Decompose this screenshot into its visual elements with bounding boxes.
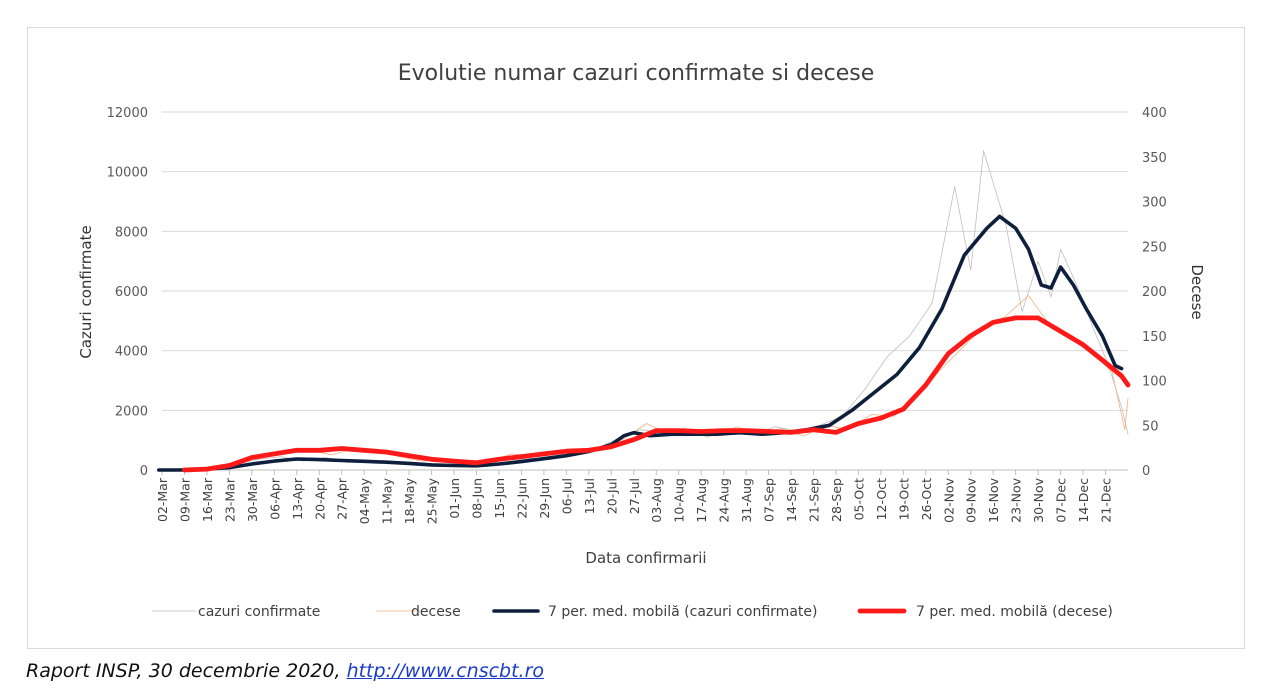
- x-axis-label: Data confirmarii: [585, 549, 706, 567]
- series-line-3: [157, 214, 1124, 472]
- x-tick-label: 15-Jun: [492, 478, 507, 519]
- x-tick-label: 31-Aug: [739, 478, 754, 523]
- x-tick-label: 23-Mar: [222, 477, 237, 522]
- x-tick-label: 14-Dec: [1076, 478, 1091, 523]
- y-tick-label: 12000: [107, 106, 148, 121]
- x-tick-label: 21-Sep: [806, 478, 821, 522]
- x-tick-label: 13-Jul: [582, 478, 597, 514]
- legend-label-1: cazuri confirmate: [198, 604, 320, 620]
- y2-tick-label: 150: [1142, 330, 1167, 345]
- x-axis-ticks: 02-Mar 09-Mar 16-Mar 23-Mar 30-Mar 06-Apr 13-A…: [155, 470, 1114, 524]
- y2-axis-ticks: 0 50 100 150 200 250 300 350 400: [1142, 106, 1167, 479]
- x-tick-label: 28-Sep: [829, 478, 844, 522]
- x-tick-label: 13-Apr: [290, 477, 305, 520]
- caption-link[interactable]: http://www.cnscbt.ro: [346, 660, 545, 682]
- legend-label-3: 7 per. med. mobilă (cazuri confirmate): [548, 604, 817, 620]
- x-tick-label: 02-Nov: [941, 477, 956, 522]
- y2-tick-label: 400: [1142, 106, 1167, 121]
- x-tick-label: 16-Nov: [986, 477, 1001, 522]
- y2-tick-label: 300: [1142, 196, 1167, 211]
- caption: Raport INSP, 30 decembrie 2020, http://w…: [26, 660, 544, 682]
- x-tick-label: 30-Nov: [1031, 477, 1046, 522]
- x-tick-label: 10-Aug: [672, 478, 687, 523]
- y-axis-ticks: 0 2000 4000 6000 8000 10000 12000: [107, 106, 148, 479]
- gridlines: [162, 111, 1128, 471]
- y2-tick-label: 50: [1142, 419, 1159, 434]
- x-tick-label: 27-Apr: [335, 477, 350, 520]
- x-tick-label: 24-Aug: [717, 478, 732, 523]
- series-line-4: [182, 315, 1131, 473]
- x-tick-label: 20-Apr: [312, 477, 327, 520]
- x-tick-label: 06-Jul: [559, 478, 574, 514]
- chart-frame: [27, 27, 1245, 649]
- y-axis-label: Cazuri confirmate: [77, 225, 95, 358]
- series-line-2: [161, 295, 1129, 471]
- x-tick-label: 17-Aug: [694, 478, 709, 523]
- x-tick-label: 09-Mar: [177, 477, 192, 522]
- series-line-1: [161, 150, 1129, 471]
- x-tick-label: 05-Oct: [851, 478, 866, 520]
- x-tick-label: 16-Mar: [200, 477, 215, 522]
- legend: cazuri confirmate decese 7 per. med. mobil…: [151, 604, 1113, 620]
- x-tick-label: 26-Oct: [919, 478, 934, 520]
- x-tick-label: 14-Sep: [784, 478, 799, 522]
- x-tick-label: 09-Nov: [964, 477, 979, 522]
- y-tick-label: 8000: [115, 225, 148, 240]
- x-tick-label: 19-Oct: [896, 478, 911, 520]
- y-tick-label: 4000: [115, 345, 148, 360]
- y2-tick-label: 250: [1142, 240, 1167, 255]
- x-tick-label: 11-May: [380, 477, 395, 524]
- y2-axis-label: Decese: [1188, 264, 1206, 319]
- y-tick-label: 0: [140, 464, 148, 479]
- x-tick-label: 03-Aug: [649, 478, 664, 523]
- x-tick-label: 07-Dec: [1054, 478, 1069, 523]
- x-tick-label: 12-Oct: [874, 478, 889, 520]
- y-tick-label: 10000: [107, 166, 148, 181]
- x-tick-label: 30-Mar: [245, 477, 260, 522]
- caption-text: Raport INSP, 30 decembrie 2020,: [26, 660, 347, 682]
- x-tick-label: 06-Apr: [267, 477, 282, 520]
- legend-label-4: 7 per. med. mobilă (decese): [916, 604, 1113, 620]
- x-tick-label: 27-Jul: [627, 478, 642, 514]
- y2-tick-label: 350: [1142, 151, 1167, 166]
- x-tick-label: 23-Nov: [1009, 477, 1024, 522]
- x-tick-label: 22-Jun: [514, 478, 529, 519]
- x-tick-label: 07-Sep: [762, 478, 777, 522]
- x-tick-label: 02-Mar: [155, 477, 170, 522]
- y2-tick-label: 200: [1142, 285, 1167, 300]
- x-tick-label: 29-Jun: [537, 478, 552, 519]
- x-tick-label: 01-Jun: [447, 478, 462, 519]
- x-tick-label: 04-May: [357, 477, 372, 524]
- y-tick-label: 6000: [115, 285, 148, 300]
- x-tick-label: 18-May: [402, 477, 417, 524]
- x-tick-label: 21-Dec: [1099, 478, 1114, 523]
- series-lines: [157, 150, 1131, 473]
- legend-label-2: decese: [411, 604, 461, 620]
- y2-tick-label: 100: [1142, 375, 1167, 390]
- y-tick-label: 2000: [115, 404, 148, 419]
- chart-title: Evolutie numar cazuri confirmate si dece…: [398, 61, 875, 86]
- x-tick-label: 20-Jul: [604, 478, 619, 514]
- y2-tick-label: 0: [1142, 464, 1150, 479]
- x-tick-label: 08-Jun: [470, 478, 485, 519]
- x-tick-label: 25-May: [425, 477, 440, 524]
